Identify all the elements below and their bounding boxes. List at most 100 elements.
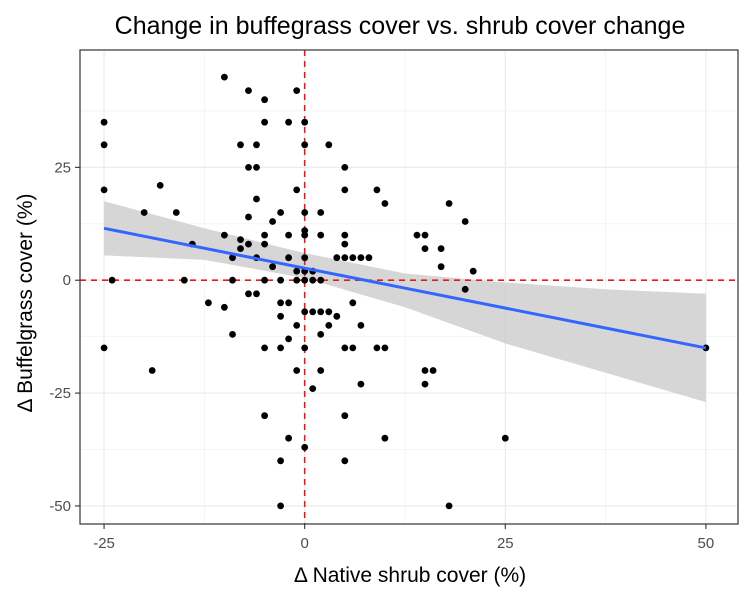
data-point [341, 344, 349, 352]
data-point [277, 312, 284, 320]
data-point [317, 308, 325, 316]
data-point [245, 164, 252, 171]
data-point [229, 276, 236, 284]
data-point [253, 195, 260, 203]
data-point [325, 141, 333, 149]
data-point [437, 263, 445, 271]
data-point [421, 245, 429, 253]
plot-border [79, 49, 739, 525]
data-point [277, 502, 284, 510]
data-point [285, 299, 292, 307]
data-point [333, 254, 341, 262]
data-point [317, 367, 325, 374]
data-point [172, 209, 180, 216]
data-point [381, 200, 389, 207]
data-point [413, 231, 421, 239]
data-point [245, 290, 252, 298]
data-point [381, 344, 389, 352]
x-tick-label: 25 [497, 535, 514, 552]
data-point [309, 308, 317, 316]
x-tick-label: -25 [93, 535, 115, 552]
data-point [381, 434, 389, 442]
data-point [108, 276, 116, 284]
data-point [285, 434, 292, 442]
data-point [269, 263, 276, 271]
data-point [461, 285, 469, 293]
data-point [140, 209, 148, 216]
data-point [100, 118, 108, 126]
data-point [277, 344, 284, 352]
data-point [277, 209, 284, 216]
data-point [341, 412, 349, 420]
data-point [285, 118, 292, 126]
data-point [421, 380, 429, 388]
data-point [373, 344, 381, 352]
data-point [245, 87, 252, 94]
data-point [301, 141, 309, 149]
data-point [253, 141, 260, 149]
data-point [229, 254, 236, 262]
data-point [293, 87, 301, 94]
data-point [245, 213, 252, 221]
data-point [285, 335, 292, 343]
data-point [349, 299, 357, 307]
data-point [293, 322, 301, 329]
y-tick-label: 25 [54, 159, 71, 176]
data-point [301, 344, 309, 352]
data-point [317, 331, 325, 338]
data-point [237, 245, 244, 253]
data-point [285, 231, 292, 239]
data-point [333, 312, 341, 320]
data-point [501, 434, 509, 442]
data-point [261, 240, 268, 248]
data-point [309, 385, 317, 392]
data-point [301, 118, 309, 126]
x-axis-ticks: -25 0 25 50 [93, 524, 714, 552]
data-point [421, 231, 429, 239]
data-point [237, 236, 244, 244]
confidence-band [104, 201, 706, 403]
data-point [325, 308, 333, 316]
data-point [301, 443, 309, 451]
data-point [317, 276, 325, 284]
data-point [293, 267, 301, 275]
x-tick-label: 50 [698, 535, 715, 552]
data-point [429, 367, 437, 374]
data-point [341, 240, 349, 248]
data-point [461, 218, 469, 225]
data-point [293, 186, 301, 194]
data-point [100, 141, 108, 149]
data-point [229, 331, 236, 338]
plot-panel [79, 49, 739, 525]
data-point [349, 344, 357, 352]
data-point [317, 231, 325, 239]
data-point [301, 254, 309, 262]
data-point [221, 303, 228, 311]
data-point [341, 254, 349, 262]
data-point [269, 218, 276, 225]
data-point [180, 276, 188, 284]
x-axis-label: Δ Native shrub cover (%) [294, 564, 526, 587]
data-point [293, 367, 301, 374]
data-point [285, 254, 292, 262]
x-tick-label: 0 [301, 535, 309, 552]
data-point [341, 164, 349, 171]
data-point [469, 267, 477, 275]
data-points [100, 73, 710, 510]
y-tick-label: -50 [49, 498, 71, 515]
data-point [277, 276, 284, 284]
data-point [301, 276, 309, 284]
data-point [261, 231, 268, 239]
data-point [261, 118, 268, 126]
data-point [261, 412, 268, 420]
data-point [357, 380, 365, 388]
data-point [341, 186, 349, 194]
data-point [261, 96, 268, 104]
data-point [421, 367, 429, 374]
data-point [341, 457, 349, 465]
data-point [293, 276, 301, 284]
y-axis-label: Δ Buffelgrass cover (%) [14, 193, 37, 412]
data-point [261, 276, 268, 284]
data-point [100, 186, 108, 194]
